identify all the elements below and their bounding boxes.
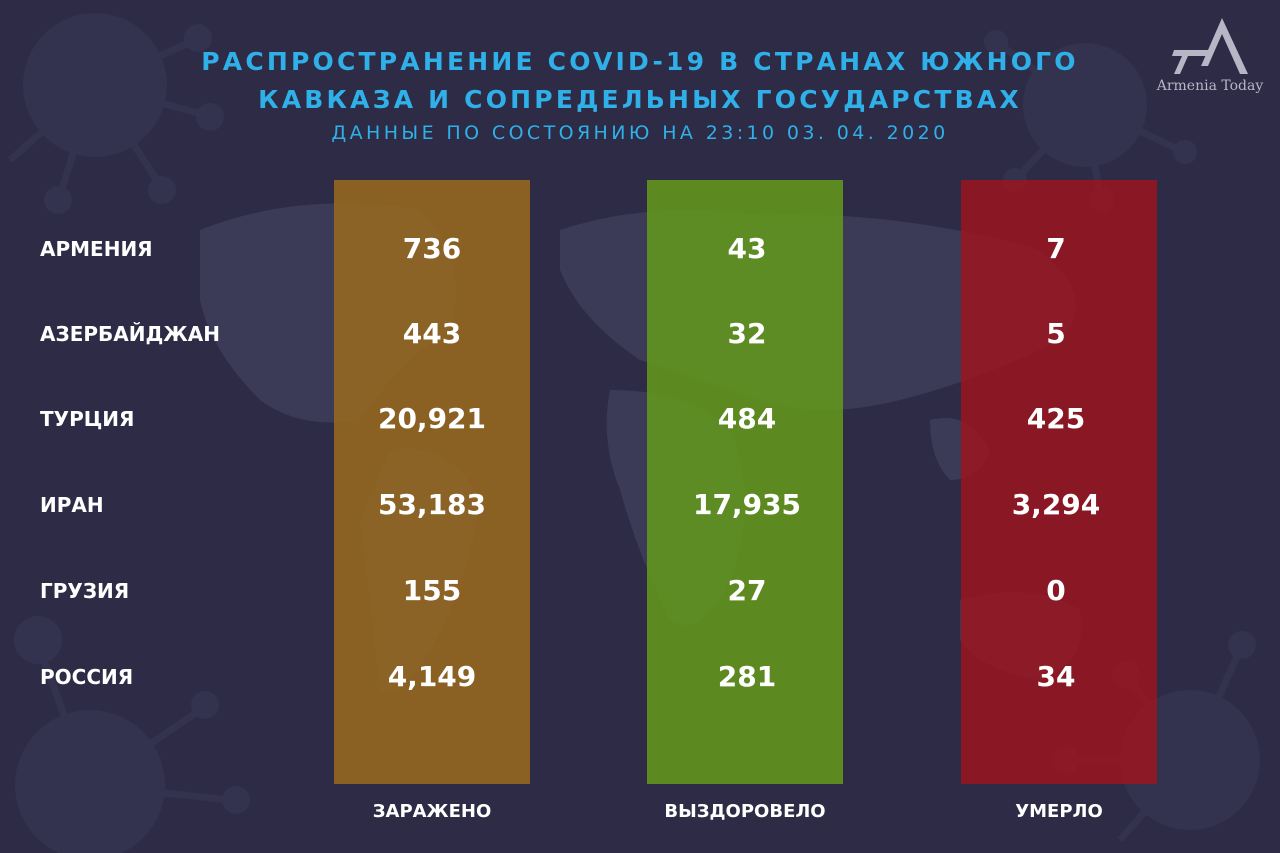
country-name: РОССИЯ [40,665,134,689]
country-name: ТУРЦИЯ [40,407,135,431]
deaths-value: 0 [1046,574,1066,607]
table-row: ИРАН 53,183 17,935 3,294 [0,485,1280,525]
table-row: ТУРЦИЯ 20,921 484 425 [0,399,1280,439]
armenia-today-logo: Armenia Today [1140,16,1280,100]
recovered-value: 32 [727,317,767,350]
recovered-value: 484 [717,402,777,435]
recovered-value: 17,935 [692,488,802,521]
infected-column-bar [334,180,530,784]
logo-text: Armenia Today [1156,78,1264,94]
infected-value: 53,183 [377,488,487,521]
title-line-1: РАСПРОСТРАНЕНИЕ COVID-19 В СТРАНАХ ЮЖНОГ… [201,47,1079,76]
recovered-column-bar [647,180,843,784]
deaths-value: 5 [1046,317,1066,350]
deaths-value: 425 [1026,402,1086,435]
recovered-value: 43 [727,232,767,265]
deaths-value: 3,294 [1011,488,1101,521]
country-name: ГРУЗИЯ [40,579,130,603]
deaths-column-bar [961,180,1157,784]
infected-value: 4,149 [387,660,477,693]
table-row: АЗЕРБАЙДЖАН 443 32 5 [0,314,1280,354]
deaths-value: 7 [1046,232,1066,265]
infected-value: 736 [402,232,462,265]
deaths-column-label: УМЕРЛО [1015,801,1103,822]
infected-value: 155 [402,574,462,607]
subtitle-date: ДАННЫЕ ПО СОСТОЯНИЮ НА 23:10 03. 04. 202… [331,122,949,144]
recovered-value: 281 [717,660,777,693]
country-name: АРМЕНИЯ [40,237,153,261]
title-line-2: КАВКАЗА И СОПРЕДЕЛЬНЫХ ГОСУДАРСТВАХ [258,85,1022,114]
recovered-column-label: ВЫЗДОРОВЕЛО [664,801,826,822]
infected-value: 443 [402,317,462,350]
infected-column-label: ЗАРАЖЕНО [372,801,492,822]
table-row: ГРУЗИЯ 155 27 0 [0,571,1280,611]
country-name: ИРАН [40,493,104,517]
deaths-value: 34 [1036,660,1076,693]
recovered-value: 27 [727,574,767,607]
table-row: АРМЕНИЯ 736 43 7 [0,229,1280,269]
country-name: АЗЕРБАЙДЖАН [40,322,220,346]
infected-value: 20,921 [377,402,487,435]
table-row: РОССИЯ 4,149 281 34 [0,657,1280,697]
armenia-today-logo-icon [1172,18,1248,74]
